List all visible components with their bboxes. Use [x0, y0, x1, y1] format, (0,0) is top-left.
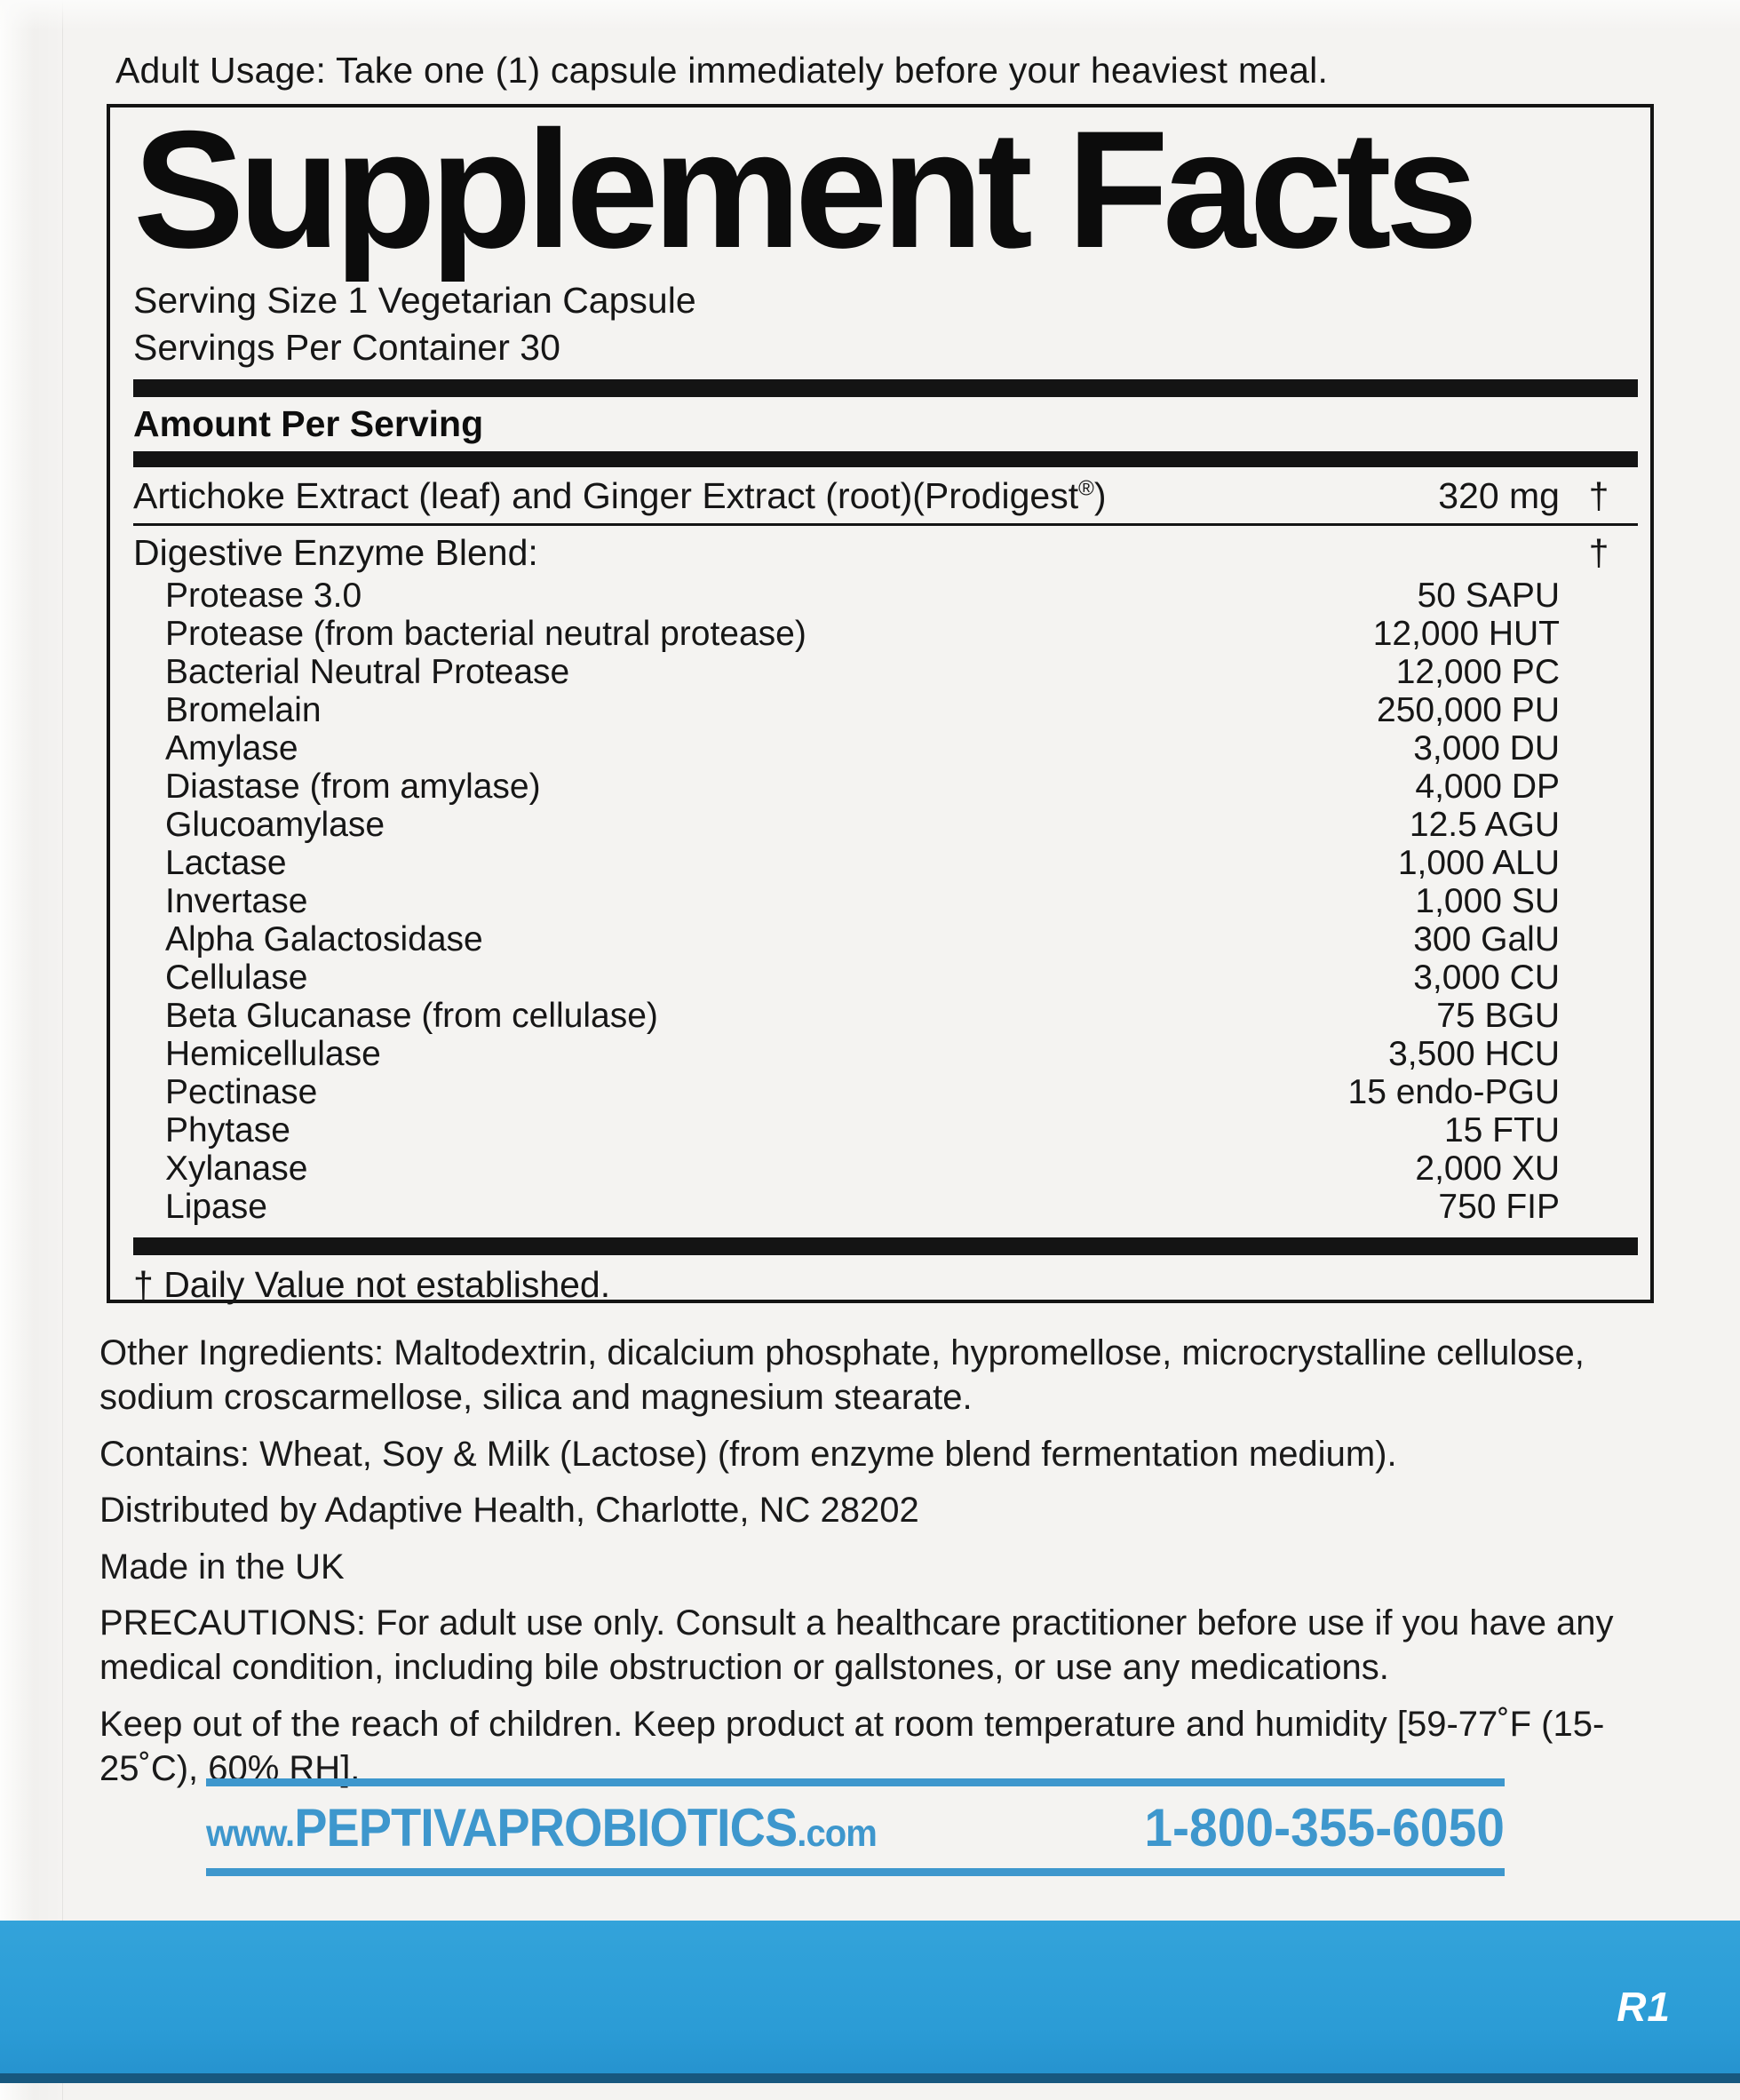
divider-bar-under-header: [133, 450, 1638, 467]
enzyme-row: Beta Glucanase (from cellulase) 75 BGU: [133, 997, 1638, 1035]
enzyme-amount: 250,000 PU: [1377, 690, 1560, 729]
enzyme-amount: 750 FIP: [1438, 1187, 1560, 1226]
enzyme-name: Pectinase: [165, 1072, 318, 1111]
hairline-divider: [133, 522, 1638, 526]
enzyme-name: Lipase: [165, 1187, 267, 1226]
enzyme-name: Hemicellulase: [165, 1034, 381, 1073]
enzyme-row: Bacterial Neutral Protease 12,000 PC: [133, 653, 1638, 691]
enzyme-name: Glucoamylase: [165, 805, 385, 844]
enzyme-row: Bromelain 250,000 PU: [133, 691, 1638, 729]
phone-number: 1-800-355-6050: [1144, 1797, 1505, 1857]
ingredient-row-blend-heading: Digestive Enzyme Blend: †: [133, 526, 1638, 577]
ingredient-name-text: Artichoke Extract (leaf) and Ginger Extr…: [133, 474, 1079, 516]
enzyme-name: Invertase: [165, 881, 308, 920]
daily-value-symbol: †: [1588, 474, 1609, 516]
made-in-text: Made in the UK: [99, 1547, 345, 1587]
contact-rule-top: [206, 1778, 1505, 1786]
contact-line: www.PEPTIVAPROBIOTICS.com 1-800-355-6050: [206, 1793, 1505, 1862]
adult-usage-text: Adult Usage: Take one (1) capsule immedi…: [115, 50, 1329, 91]
divider-bar-top: [133, 378, 1638, 397]
enzyme-name: Beta Glucanase (from cellulase): [165, 996, 658, 1035]
enzyme-row: Invertase 1,000 SU: [133, 882, 1638, 920]
enzyme-name: Phytase: [165, 1110, 290, 1149]
enzyme-row: Amylase 3,000 DU: [133, 729, 1638, 768]
bottom-blue-bar: [0, 1921, 1740, 2073]
enzyme-amount: 12,000 HUT: [1372, 614, 1560, 653]
website-domain: PEPTIVAPROBIOTICS: [294, 1797, 798, 1857]
website-tld: .com: [797, 1811, 878, 1855]
enzyme-row: Glucoamylase 12.5 AGU: [133, 806, 1638, 844]
box-top-edge-highlight: [0, 0, 1740, 30]
enzyme-name: Xylanase: [165, 1149, 308, 1188]
amount-per-serving-header: Amount Per Serving: [133, 402, 484, 444]
website-url: www.PEPTIVAPROBIOTICS.com: [206, 1797, 878, 1858]
enzyme-row: Protease (from bacterial neutral proteas…: [133, 615, 1638, 653]
other-ingredients-text: Other Ingredients: Maltodextrin, dicalci…: [99, 1333, 1585, 1418]
enzyme-row: Cellulase 3,000 CU: [133, 959, 1638, 997]
supplement-facts-panel: Supplement Facts Serving Size 1 Vegetari…: [107, 96, 1654, 1305]
enzyme-amount: 3,500 HCU: [1388, 1034, 1560, 1073]
enzyme-amount: 1,000 SU: [1415, 881, 1560, 920]
panel-title: Supplement Facts: [133, 96, 1478, 282]
ingredient-row-artichoke: Artichoke Extract (leaf) and Ginger Extr…: [133, 467, 1638, 523]
enzyme-amount: 15 FTU: [1443, 1110, 1560, 1149]
enzyme-name: Bromelain: [165, 690, 322, 729]
enzyme-name: Diastase (from amylase): [165, 767, 541, 806]
enzyme-name: Amylase: [165, 728, 298, 768]
contains-statement: Contains: Wheat, Soy & Milk (Lactose) (f…: [99, 1434, 1397, 1474]
ingredient-amount: 320 mg: [1438, 474, 1560, 516]
revision-code: R1: [1617, 1984, 1671, 2030]
serving-size-text: Serving Size 1 Vegetarian Capsule: [133, 279, 696, 321]
enzyme-row: Hemicellulase 3,500 HCU: [133, 1035, 1638, 1073]
daily-value-footnote: † Daily Value not established.: [133, 1263, 611, 1305]
enzyme-row: Protease 3.0 50 SAPU: [133, 577, 1638, 615]
enzyme-amount: 4,000 DP: [1415, 767, 1560, 806]
bottom-bar-shadow-edge: [0, 2073, 1740, 2083]
enzyme-row: Xylanase 2,000 XU: [133, 1149, 1638, 1188]
enzyme-name: Bacterial Neutral Protease: [165, 652, 570, 691]
enzyme-row: Phytase 15 FTU: [133, 1111, 1638, 1149]
enzyme-name: Lactase: [165, 843, 287, 882]
enzyme-name: Protease 3.0: [165, 576, 362, 615]
enzyme-amount: 300 GalU: [1413, 919, 1560, 959]
enzyme-row: Pectinase 15 endo-PGU: [133, 1073, 1638, 1111]
enzyme-amount: 50 SAPU: [1417, 576, 1560, 615]
divider-bar-bottom: [133, 1237, 1638, 1255]
enzyme-name: Cellulase: [165, 958, 308, 997]
enzyme-amount: 15 endo-PGU: [1347, 1072, 1560, 1111]
website-www: www.: [206, 1811, 295, 1855]
contact-rule-bottom: [206, 1868, 1505, 1876]
serving-info: Serving Size 1 Vegetarian Capsule Servin…: [133, 277, 1638, 372]
enzyme-name: Protease (from bacterial neutral proteas…: [165, 614, 806, 653]
enzyme-row: Alpha Galactosidase 300 GalU: [133, 920, 1638, 959]
precautions-text: PRECAUTIONS: For adult use only. Consult…: [99, 1603, 1614, 1688]
enzyme-amount: 3,000 CU: [1413, 958, 1560, 997]
enzyme-name: Alpha Galactosidase: [165, 919, 483, 959]
servings-per-container-text: Servings Per Container 30: [133, 327, 560, 369]
enzyme-row: Diastase (from amylase) 4,000 DP: [133, 768, 1638, 806]
enzyme-amount: 12,000 PC: [1395, 652, 1560, 691]
blend-heading-text: Digestive Enzyme Blend:: [133, 531, 538, 573]
box-left-edge-highlight: [0, 0, 63, 2100]
daily-value-symbol: †: [1588, 531, 1609, 573]
enzyme-amount: 75 BGU: [1436, 996, 1560, 1035]
distributor-text: Distributed by Adaptive Health, Charlott…: [99, 1491, 919, 1531]
ingredient-name-close: ): [1093, 474, 1107, 516]
enzyme-amount: 12.5 AGU: [1409, 805, 1560, 844]
registered-trademark-symbol: ®: [1078, 475, 1094, 500]
enzyme-row: Lactase 1,000 ALU: [133, 844, 1638, 882]
enzyme-amount: 3,000 DU: [1413, 728, 1560, 768]
lower-text-block: Other Ingredients: Maltodextrin, dicalci…: [99, 1331, 1661, 1803]
enzyme-amount: 1,000 ALU: [1397, 843, 1560, 882]
ingredient-name: Artichoke Extract (leaf) and Ginger Extr…: [133, 475, 1438, 517]
enzyme-amount: 2,000 XU: [1415, 1149, 1560, 1188]
enzyme-row: Lipase 750 FIP: [133, 1188, 1638, 1226]
